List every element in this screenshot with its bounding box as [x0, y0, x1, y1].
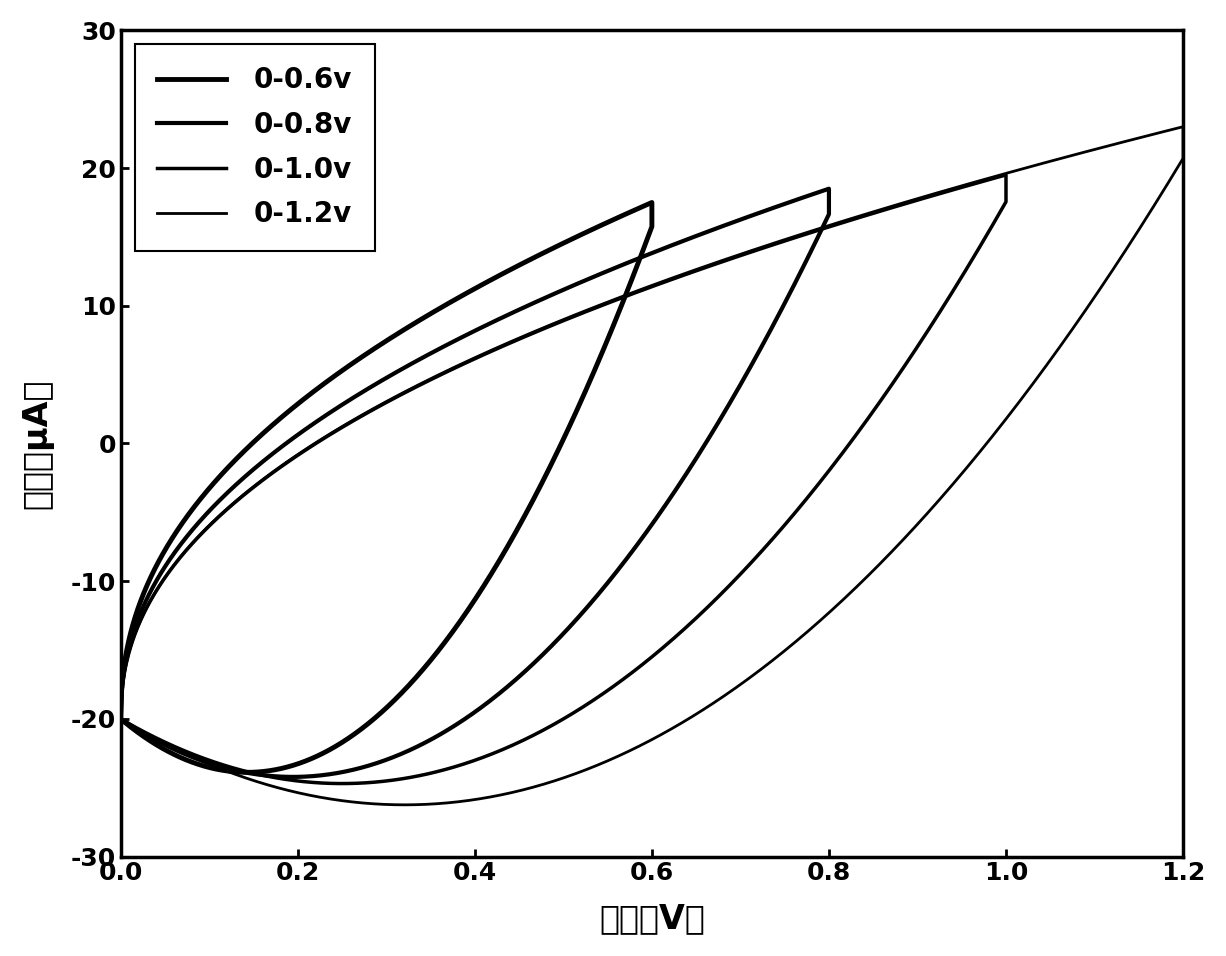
0-1.2v [494, 340, 509, 352]
0-0.6v [134, 596, 148, 607]
0-0.6v [113, 713, 128, 725]
Line: 0-1.0v: 0-1.0v [120, 175, 1007, 784]
0-1.2v [113, 713, 128, 725]
0-0.6v [443, 629, 457, 641]
0-1.0v [977, 232, 992, 244]
0-1.2v [113, 713, 128, 725]
0-0.8v [804, 243, 819, 254]
0-1.2v [153, 578, 168, 590]
0-0.6v [113, 713, 128, 725]
0-0.8v [113, 713, 128, 725]
Line: 0-1.2v: 0-1.2v [120, 127, 1183, 805]
0-0.6v [631, 254, 646, 266]
Legend: 0-0.6v, 0-0.8v, 0-1.0v, 0-1.2v: 0-0.6v, 0-0.8v, 0-1.0v, 0-1.2v [135, 44, 375, 250]
0-0.6v [240, 767, 255, 778]
0-1.2v [396, 799, 411, 811]
0-1.2v [772, 648, 787, 660]
0-0.8v [113, 713, 128, 725]
0-0.8v [367, 380, 381, 391]
0-0.8v [553, 631, 568, 642]
0-0.6v [180, 755, 195, 767]
Line: 0-0.6v: 0-0.6v [120, 203, 652, 772]
Y-axis label: 电流（μA）: 电流（μA） [21, 379, 54, 509]
0-1.0v [226, 762, 240, 773]
0-0.8v [286, 771, 300, 783]
0-0.8v [140, 592, 154, 603]
Line: 0-0.8v: 0-0.8v [120, 188, 829, 777]
0-1.0v [147, 589, 162, 600]
0-1.2v [1176, 121, 1190, 133]
0-0.8v [754, 206, 769, 218]
0-0.6v [595, 220, 609, 231]
0-0.8v [202, 758, 217, 770]
0-1.0v [430, 371, 445, 382]
0-1.2v [1150, 194, 1165, 206]
0-1.0v [663, 636, 678, 647]
0-0.6v [304, 388, 319, 400]
0-0.6v [645, 197, 660, 208]
0-0.8v [821, 183, 836, 194]
0-1.0v [999, 169, 1014, 181]
X-axis label: 电压（V）: 电压（V） [600, 902, 705, 935]
0-1.2v [248, 775, 262, 787]
0-1.0v [915, 193, 929, 205]
0-1.2v [1075, 147, 1090, 159]
0-1.0v [335, 778, 349, 790]
0-1.0v [113, 713, 128, 725]
0-1.0v [113, 713, 128, 725]
